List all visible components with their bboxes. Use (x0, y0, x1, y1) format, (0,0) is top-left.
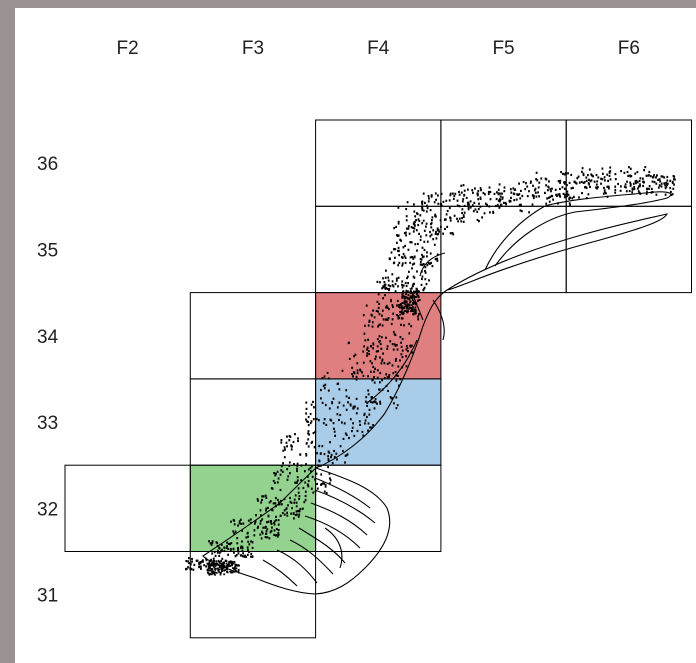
row-label-35: 35 (37, 240, 58, 261)
row-label-33: 33 (37, 413, 58, 434)
grid-cell-f4-36 (316, 120, 441, 206)
grid-cell-f2-32 (65, 465, 190, 551)
row-label-34: 34 (37, 327, 59, 348)
grid-map: F2 F3 F4 F5 F6 36 35 34 33 32 31 (15, 8, 696, 663)
grid-cell-f3-33 (190, 379, 315, 465)
row-label-31: 31 (37, 586, 58, 607)
column-label-f6: F6 (618, 38, 640, 59)
grid-cell-f4-32 (316, 465, 441, 551)
row-labels: 36 35 34 33 32 31 (37, 154, 59, 607)
column-label-f3: F3 (242, 38, 264, 59)
column-label-f4: F4 (367, 38, 390, 59)
column-label-f2: F2 (117, 38, 139, 59)
grid-cell-f6-35 (566, 206, 691, 292)
map-frame: F2 F3 F4 F5 F6 36 35 34 33 32 31 (15, 8, 696, 663)
column-label-f5: F5 (492, 38, 514, 59)
row-label-32: 32 (37, 499, 58, 520)
column-labels: F2 F3 F4 F5 F6 (117, 38, 640, 59)
grid-cell-f5-36 (441, 120, 566, 206)
cell-fill-f4-34 (316, 293, 441, 379)
row-label-36: 36 (37, 154, 58, 175)
grid-cell-f3-34 (190, 293, 315, 379)
